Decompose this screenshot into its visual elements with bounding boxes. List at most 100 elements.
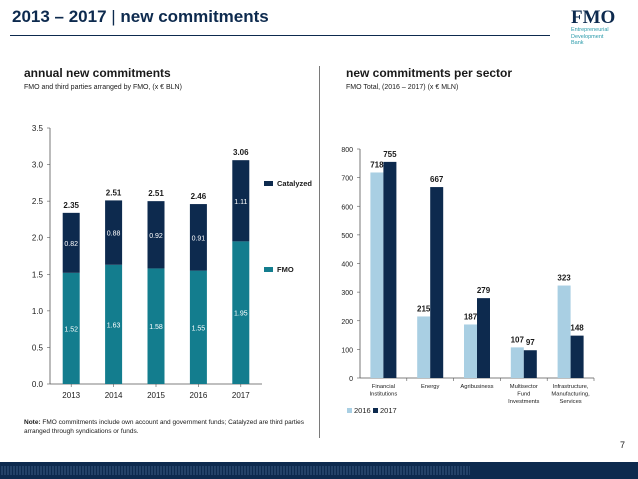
left-legend-label-catalyzed: Catalyzed: [277, 179, 312, 188]
right-x-tick-label: Multisector: [510, 384, 538, 390]
left-legend-swatch-catalyzed: [264, 181, 273, 186]
left-y-tick-label: 0.5: [32, 343, 44, 352]
page-title-years: 2013 – 2017: [12, 7, 107, 26]
right-x-tick-label: Institutions: [370, 392, 398, 398]
right-bar-value-label: 718: [370, 160, 384, 169]
right-bar-value-label: 667: [430, 175, 444, 184]
right-bar-2017: [383, 161, 397, 378]
right-legend-label-2016: 2016: [354, 406, 371, 415]
left-x-tick-label: 2014: [105, 391, 123, 400]
page-title-separator: |: [106, 7, 121, 26]
right-bar-value-label: 187: [464, 312, 478, 321]
left-legend-swatch-fmo: [264, 267, 273, 272]
right-y-tick-label: 200: [341, 319, 353, 326]
logo-tagline-3: Bank: [571, 40, 584, 46]
left-bar-value-label: 0.91: [192, 235, 206, 242]
right-bar-2017: [523, 350, 537, 378]
right-x-tick-label: Fund: [517, 392, 530, 398]
right-bar-2017: [477, 298, 490, 378]
left-bar-fmo: [147, 268, 165, 384]
footnote-text: FMO commitments include own account and …: [24, 419, 304, 435]
left-y-tick-label: 2.0: [32, 234, 44, 243]
right-y-tick-label: 100: [341, 347, 353, 354]
page-title-topic: new commitments: [120, 7, 269, 26]
right-bar-value-label: 323: [557, 274, 571, 283]
right-bar-2017: [430, 187, 444, 378]
right-bar-value-label: 215: [417, 304, 431, 313]
left-y-tick-label: 1.5: [32, 270, 44, 279]
left-bar-value-label: 1.52: [64, 326, 78, 333]
left-bar-fmo: [232, 241, 250, 384]
right-bar-2016: [557, 285, 571, 378]
right-chart-title: new commitments per sector: [346, 66, 513, 80]
left-y-tick-label: 2.5: [32, 197, 44, 206]
right-legend-swatch-2016: [347, 408, 352, 413]
left-x-tick-label: 2015: [147, 391, 165, 400]
logo-tagline-1: Entrepreneurial: [571, 27, 609, 33]
left-legend-label-fmo: FMO: [277, 265, 294, 274]
page-title: 2013 – 2017 | new commitments: [12, 7, 269, 27]
left-bar-value-label: 1.95: [234, 311, 248, 318]
footnote: Note: FMO commitments include own accoun…: [24, 418, 304, 436]
right-legend-label-2017: 2017: [380, 406, 397, 415]
left-bar-catalyzed: [147, 201, 165, 269]
right-legend-swatch-2017: [373, 408, 378, 413]
right-y-tick-label: 500: [341, 233, 353, 240]
right-x-tick-label: Manufacturing,: [551, 392, 590, 398]
left-x-tick-label: 2017: [232, 391, 250, 400]
right-y-tick-label: 400: [341, 262, 353, 269]
left-bar-fmo: [189, 270, 207, 384]
left-bar-fmo: [62, 272, 80, 384]
left-bar-value-label: 0.88: [107, 231, 121, 238]
right-y-tick-label: 0: [349, 376, 353, 383]
page-number: 7: [620, 440, 626, 450]
right-bar-2017: [570, 335, 584, 378]
left-bar-total-label: 2.46: [191, 192, 207, 201]
left-y-tick-label: 1.0: [32, 307, 44, 316]
right-bar-value-label: 97: [526, 338, 535, 347]
footnote-label: Note:: [24, 419, 41, 426]
left-bar-catalyzed: [62, 212, 80, 273]
left-x-tick-label: 2016: [190, 391, 208, 400]
left-bar-value-label: 1.58: [149, 324, 163, 331]
left-y-tick-label: 3.5: [32, 124, 44, 133]
right-bar-2016: [370, 172, 384, 378]
left-bar-total-label: 2.35: [63, 201, 79, 210]
header-divider: [10, 35, 550, 36]
right-bar-2016: [510, 347, 524, 378]
right-x-tick-label: Services: [559, 399, 581, 405]
right-y-tick-label: 800: [341, 147, 353, 154]
left-bar-catalyzed: [232, 160, 250, 242]
right-bar-2016: [464, 324, 477, 378]
left-bar-value-label: 1.63: [107, 322, 121, 329]
right-bar-value-label: 148: [570, 324, 584, 333]
right-x-tick-label: Energy: [421, 384, 439, 390]
left-x-tick-label: 2013: [62, 391, 80, 400]
right-y-tick-label: 600: [341, 204, 353, 211]
left-bar-value-label: 1.11: [234, 199, 247, 206]
left-chart-title: annual new commitments: [24, 66, 171, 80]
logo-wordmark: FMO: [571, 7, 616, 28]
section-divider: [319, 66, 320, 438]
right-y-tick-label: 700: [341, 176, 353, 183]
right-x-tick-label: Agribusiness: [460, 384, 493, 390]
left-y-tick-label: 3.0: [32, 161, 44, 170]
right-bar-value-label: 279: [477, 286, 491, 295]
left-bar-total-label: 2.51: [106, 188, 122, 197]
logo-tagline-2: Development: [571, 33, 604, 40]
left-bar-catalyzed: [105, 200, 123, 265]
right-bar-2016: [417, 316, 431, 378]
left-bar-value-label: 0.92: [149, 233, 163, 240]
right-bar-value-label: 107: [511, 335, 525, 344]
left-bar-value-label: 1.55: [192, 325, 206, 332]
left-bar-value-label: 0.82: [64, 241, 78, 248]
left-bar-total-label: 3.06: [233, 148, 249, 157]
right-bar-value-label: 755: [383, 150, 397, 159]
fmo-logo: FMO Entrepreneurial Development Bank: [571, 8, 631, 47]
left-bar-total-label: 2.51: [148, 189, 164, 198]
right-x-tick-label: Financial: [372, 384, 395, 390]
right-x-tick-label: Infrastructure,: [553, 384, 589, 390]
right-chart-subtitle: FMO Total, (2016 – 2017) (x € MLN): [346, 84, 459, 91]
right-y-tick-label: 300: [341, 290, 353, 297]
